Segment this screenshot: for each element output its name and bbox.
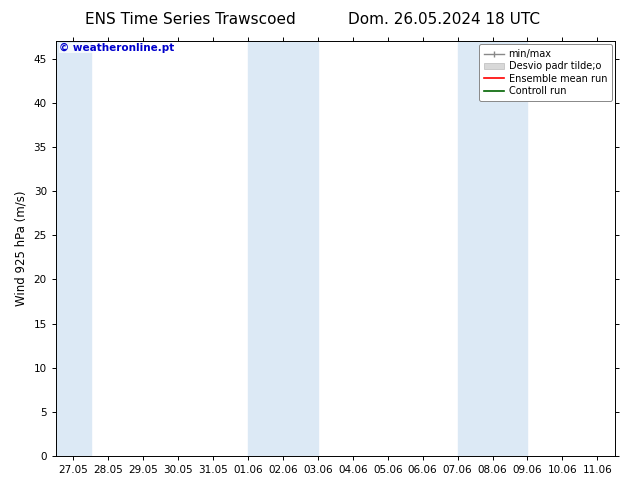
Text: Dom. 26.05.2024 18 UTC: Dom. 26.05.2024 18 UTC [348,12,540,27]
Bar [248,41,318,456]
Bar [458,41,527,456]
Y-axis label: Wind 925 hPa (m/s): Wind 925 hPa (m/s) [15,191,28,306]
Text: ENS Time Series Trawscoed: ENS Time Series Trawscoed [85,12,295,27]
Bar [56,41,91,456]
Text: © weatheronline.pt: © weatheronline.pt [58,43,174,53]
Legend: min/max, Desvio padr tilde;o, Ensemble mean run, Controll run: min/max, Desvio padr tilde;o, Ensemble m… [479,44,612,101]
